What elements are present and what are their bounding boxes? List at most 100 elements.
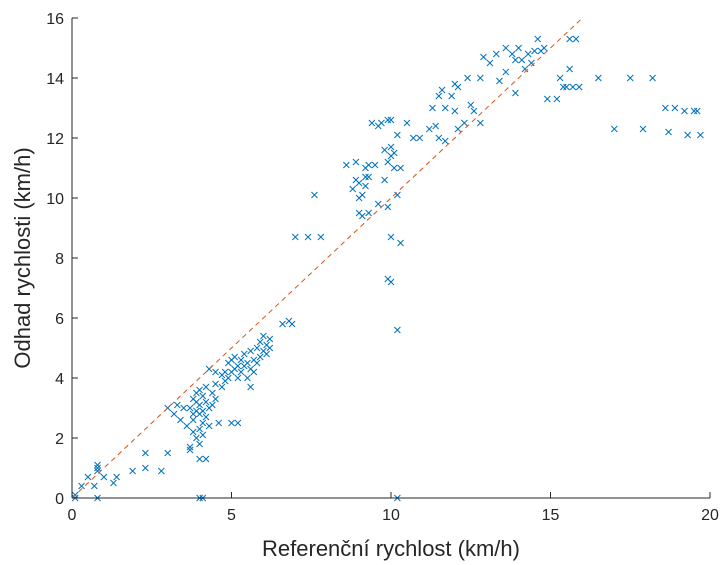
scatter-point: [196, 401, 203, 409]
y-tick-label: 2: [55, 431, 64, 448]
scatter-point: [164, 449, 172, 457]
scatter-point: [209, 389, 216, 397]
scatter-point: [196, 440, 203, 448]
scatter-point: [441, 104, 449, 112]
scatter-point: [374, 200, 382, 208]
scatter-point: [215, 419, 223, 427]
scatter-point: [384, 158, 392, 166]
scatter-point: [209, 401, 216, 409]
scatter-point: [467, 101, 475, 109]
scatter-point: [193, 434, 200, 442]
scatter-point: [387, 278, 395, 286]
scatter-point: [362, 182, 369, 190]
scatter-point: [244, 374, 251, 382]
scatter-point: [435, 92, 443, 100]
scatter-point: [553, 95, 561, 103]
scatter-point: [394, 191, 401, 199]
scatter-point: [435, 134, 443, 142]
scatter-point: [311, 191, 318, 199]
scatter-point: [425, 125, 433, 133]
scatter-point: [240, 350, 248, 358]
scatter-point: [381, 146, 388, 154]
scatter-point: [304, 233, 312, 241]
scatter-point: [671, 104, 679, 112]
scatter-point: [234, 374, 242, 382]
scatter-point: [390, 164, 398, 172]
scatter-point: [394, 326, 401, 334]
scatter-point: [205, 422, 213, 430]
scatter-point: [199, 419, 207, 427]
scatter-point: [142, 464, 149, 472]
scatter-point: [180, 404, 188, 412]
scatter-point: [512, 56, 519, 64]
scatter-point: [448, 92, 455, 100]
scatter-point: [387, 116, 395, 124]
scatter-point: [100, 473, 108, 481]
scatter-point: [157, 467, 165, 475]
scatter-point: [429, 104, 436, 112]
scatter-point: [317, 233, 325, 241]
scatter-point: [256, 353, 264, 361]
scatter-point: [464, 74, 471, 82]
scatter-point: [368, 119, 376, 127]
scatter-point: [253, 344, 261, 352]
scatter-point: [387, 233, 395, 241]
scatter-point: [416, 134, 424, 142]
scatter-point: [199, 431, 207, 439]
scatter-point: [94, 464, 101, 472]
y-tick-label: 10: [46, 191, 64, 208]
scatter-point: [90, 482, 98, 490]
scatter-point: [84, 473, 92, 481]
scatter-point: [113, 473, 121, 481]
scatter-point: [231, 353, 239, 361]
scatter-point: [441, 137, 449, 145]
scatter-point: [199, 392, 207, 400]
scatter-point: [202, 398, 210, 406]
scatter-point: [521, 65, 529, 73]
scatter-point: [358, 191, 366, 199]
scatter-point: [234, 362, 242, 370]
scatter-point: [384, 203, 392, 211]
scatter-point: [454, 83, 462, 91]
y-tick-label: 14: [46, 71, 64, 88]
scatter-point: [665, 128, 672, 136]
scatter-point: [342, 161, 350, 169]
scatter-point: [349, 185, 357, 193]
scatter-point: [496, 77, 503, 85]
scatter-point: [486, 59, 494, 67]
scatter-point: [409, 134, 417, 142]
scatter-point: [387, 143, 395, 151]
scatter-point: [212, 395, 219, 403]
scatter-point: [512, 89, 519, 97]
scatter-point: [492, 50, 500, 58]
scatter-point: [218, 383, 226, 391]
scatter-point: [556, 74, 564, 82]
x-axis-label: Referenční rychlost (km/h): [262, 536, 520, 561]
scatter-point: [397, 239, 404, 247]
y-tick-label: 8: [55, 251, 64, 268]
scatter-point: [253, 359, 261, 367]
scatter-point: [476, 74, 484, 82]
scatter-point: [247, 383, 254, 391]
scatter-point: [531, 47, 538, 55]
scatter-point: [196, 425, 203, 433]
scatter-point: [563, 83, 570, 91]
scatter-point: [534, 35, 542, 43]
scatter-point: [288, 320, 296, 328]
scatter-point: [186, 404, 194, 412]
scatter-point: [196, 455, 203, 463]
scatter-point: [94, 461, 101, 469]
scatter-point: [693, 107, 701, 115]
scatter-point: [365, 173, 373, 181]
scatter-point: [199, 407, 207, 415]
scatter-point: [451, 107, 459, 115]
scatter-point: [454, 125, 462, 133]
scatter-point: [524, 50, 532, 58]
reference-line: [71, 17, 583, 499]
scatter-point: [502, 68, 510, 76]
scatter-point: [142, 449, 149, 457]
scatter-point: [384, 116, 392, 124]
scatter-point: [610, 125, 618, 133]
x-tick-label: 5: [227, 507, 236, 524]
